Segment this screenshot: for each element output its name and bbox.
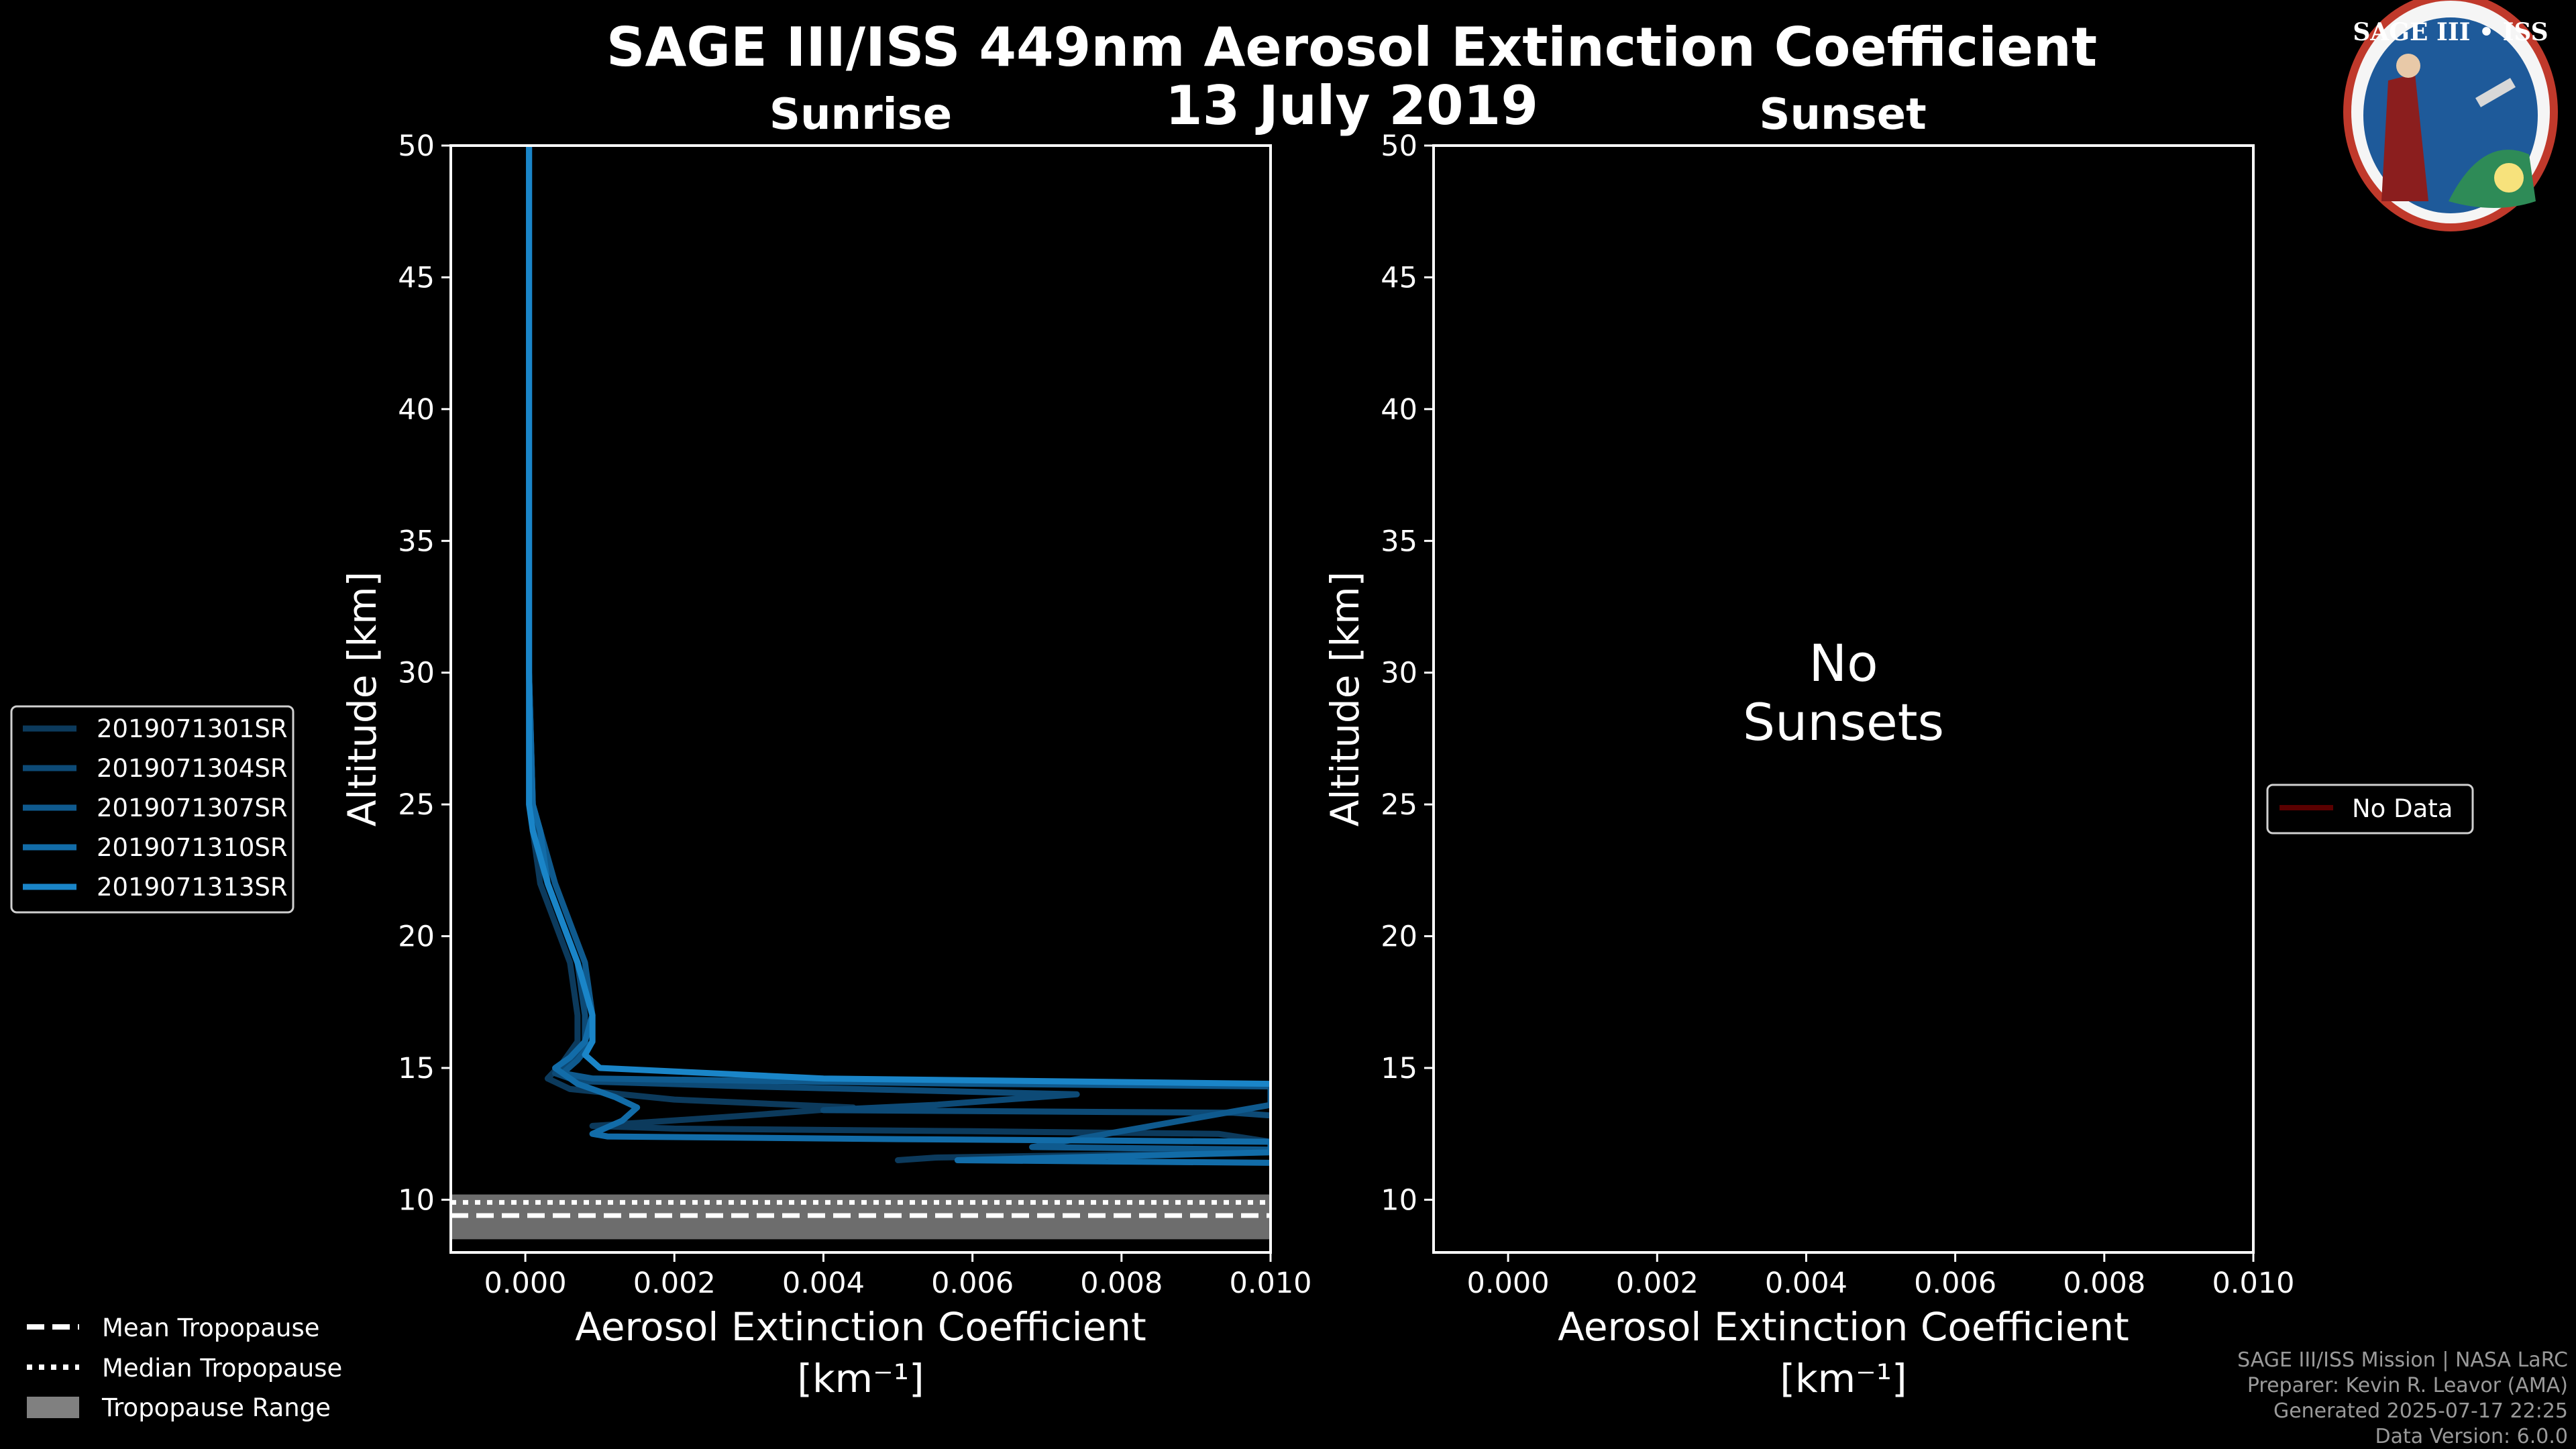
credit-line2: Preparer: Kevin R. Leavor (AMA) [2247,1374,2568,1397]
ss-ytick-label: 40 [1381,393,1417,427]
mean-tropopause-label: Mean Tropopause [102,1313,320,1342]
logo-station-icon [2475,78,2516,107]
logo-sun-icon [2494,163,2524,193]
no-sunsets-annotation-line1: No [1809,633,1878,693]
ss-xtick-label: 0.006 [1914,1267,1996,1300]
ss-ytick-label: 15 [1381,1052,1417,1085]
legend-label-2019071310SR: 2019071310SR [97,833,288,862]
series-line-2019071301SR [526,146,1271,1163]
no-sunsets-annotation-line2: Sunsets [1743,692,1944,752]
sr-ytick-label: 15 [398,1052,435,1085]
sr-xtick-label: 0.000 [484,1267,567,1300]
sr-ytick-label: 45 [398,261,435,294]
no-data-legend-label: No Data [2352,794,2453,823]
ss-ytick-label: 25 [1381,788,1417,822]
sr-ytick-label: 30 [398,657,435,690]
series-legend-frame [10,705,294,914]
logo-figure-head-icon [2396,54,2420,78]
ss-ytick-label: 10 [1381,1183,1417,1217]
sr-xtick-label: 0.004 [782,1267,865,1300]
ss-ytick-label: 20 [1381,920,1417,954]
sunset-axes-frame [1432,144,2255,1254]
sr-xtick-label: 0.002 [633,1267,716,1300]
sunrise-panel: 0.000 0.002 0.004 0.006 0.008 0.010 10 15 20 25 3… [339,129,1312,1401]
legend-label-2019071313SR: 2019071313SR [97,873,288,902]
credit-line3: Generated 2025-07-17 22:25 [2273,1399,2568,1423]
logo-title: SAGE III • ISS [2353,18,2548,46]
sunset-panel: 0.000 0.002 0.004 0.006 0.008 0.010 10 15 20 25 3… [1322,129,2295,1401]
legend-label-2019071301SR: 2019071301SR [97,714,288,743]
ss-xtick-label: 0.010 [2212,1267,2294,1300]
ss-ytick-label: 35 [1381,525,1417,558]
ss-ytick-label: 30 [1381,657,1417,690]
credit-line4: Data Version: 6.0.0 [2375,1425,2568,1448]
legend-label-2019071307SR: 2019071307SR [97,794,288,822]
ss-ytick-label: 50 [1381,129,1417,163]
series-line-2019071307SR [526,146,1271,1153]
suptitle-line1: SAGE III/ISS 449nm Aerosol Extinction Co… [606,16,2097,78]
sunset-panel-title: Sunset [1759,90,1926,140]
series-line-2019071310SR [526,146,1271,1166]
sr-xtick-label: 0.008 [1080,1267,1163,1300]
legend-label-2019071304SR: 2019071304SR [97,754,288,783]
credit-line1: SAGE III/ISS Mission | NASA LaRC [2237,1348,2568,1372]
series-line-2019071313SR [526,146,1271,1087]
suptitle-line2: 13 July 2019 [1165,74,1538,137]
sunrise-xlabel-unit: [km⁻¹] [797,1356,924,1401]
sunrise-xlabel: Aerosol Extinction Coefficient [575,1304,1146,1350]
median-tropopause-label: Median Tropopause [102,1354,342,1383]
sr-ytick-label: 20 [398,920,435,954]
no-data-legend-frame [2266,784,2474,835]
sunrise-panel-title: Sunrise [769,90,952,140]
no-data-legend: No Data [2266,784,2474,835]
sr-xtick-label: 0.006 [931,1267,1014,1300]
tropopause-range-swatch [27,1397,79,1418]
sr-ytick-label: 35 [398,525,435,558]
ss-xtick-label: 0.004 [1765,1267,1847,1300]
sage-iss-logo: SAGE III • ISS [2343,0,2558,231]
sunrise-ylabel: Altitude [km] [339,572,385,826]
ss-xtick-label: 0.002 [1616,1267,1699,1300]
sunset-ylabel: Altitude [km] [1322,572,1368,826]
sr-xtick-label: 0.010 [1229,1267,1311,1300]
series-line-2019071304SR [526,146,1271,1119]
sr-ytick-label: 40 [398,393,435,427]
sunset-xlabel: Aerosol Extinction Coefficient [1558,1304,2129,1350]
ss-ytick-label: 45 [1381,261,1417,294]
sunset-xlabel-unit: [km⁻¹] [1780,1356,1907,1401]
ss-xtick-label: 0.000 [1467,1267,1550,1300]
sr-ytick-label: 10 [398,1183,435,1217]
sunrise-axes-frame [449,144,1272,1254]
tropopause-legend: Mean Tropopause Median Tropopause Tropop… [27,1313,342,1422]
sr-ytick-label: 25 [398,788,435,822]
ss-xtick-label: 0.008 [2063,1267,2145,1300]
logo-figure-icon [2381,74,2428,201]
sr-ytick-label: 50 [398,129,435,163]
series-legend: 2019071301SR 2019071304SR 2019071307SR 2019… [10,705,294,914]
tropopause-range-label: Tropopause Range [101,1393,331,1422]
